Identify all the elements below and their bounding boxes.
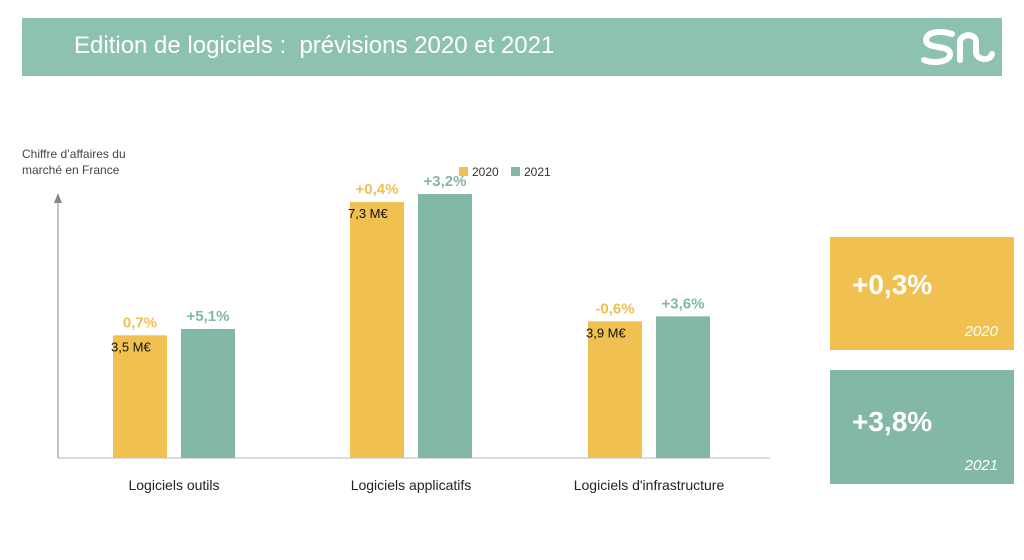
- legend-swatch-2020: [459, 167, 468, 176]
- growth-label-2020-1: +0,4%: [356, 181, 399, 198]
- page-title: Edition de logiciels : prévisions 2020 e…: [74, 32, 555, 59]
- legend-swatch-2021: [511, 167, 520, 176]
- y-axis-label: Chiffre d’affaires du: [22, 147, 126, 161]
- growth-label-2021-2: +3,6%: [662, 295, 705, 312]
- bar-2020-1: [350, 202, 404, 458]
- summary-box-2021: +3,8% 2021: [830, 370, 1014, 484]
- summary-value-2021: +3,8%: [852, 406, 933, 437]
- legend-label-2021: 2021: [524, 165, 551, 179]
- bar-2020-2: [588, 321, 642, 458]
- sn-logo-icon: [921, 29, 995, 65]
- category-label-1: Logiciels applicatifs: [351, 477, 472, 493]
- y-axis-arrow-icon: [54, 193, 62, 203]
- growth-label-2021-0: +5,1%: [187, 308, 230, 325]
- bar-2021-0: [181, 328, 235, 458]
- legend-label-2020: 2020: [472, 165, 499, 179]
- summary-year-2021: 2021: [964, 457, 998, 474]
- growth-label-2020-0: 0,7%: [123, 314, 157, 331]
- summary-box-2020: +0,3% 2020: [830, 237, 1014, 350]
- y-axis-label: marché en France: [22, 163, 120, 177]
- growth-label-2021-1: +3,2%: [424, 173, 467, 190]
- summary-year-2020: 2020: [964, 323, 998, 340]
- bar-2020-0: [113, 335, 167, 458]
- category-label-2: Logiciels d'infrastructure: [574, 477, 725, 493]
- summary-value-2020: +0,3%: [852, 269, 933, 300]
- growth-label-2020-2: -0,6%: [595, 300, 634, 317]
- value-label-2020-0: 3,5 M€: [111, 339, 152, 354]
- value-label-2020-1: 7,3 M€: [348, 206, 389, 221]
- bar-2021-1: [418, 194, 472, 458]
- bar-2021-2: [656, 316, 710, 458]
- value-label-2020-2: 3,9 M€: [586, 325, 627, 340]
- category-label-0: Logiciels outils: [128, 477, 219, 493]
- title-banner: Edition de logiciels : prévisions 2020 e…: [22, 18, 1002, 76]
